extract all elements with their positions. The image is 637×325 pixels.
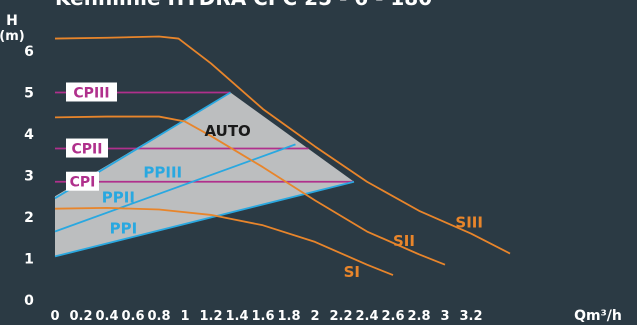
x-tick-label: 0.2 [69,309,92,324]
x-tick-label: 1.2 [199,309,222,324]
x-tick-label: 2.6 [381,309,404,324]
x-axis-label: Qm³/h [574,308,622,324]
speed-curve-label-siii: SIII [455,213,483,231]
proportional-pressure-label-ppiii: PPIII [143,164,182,182]
speed-curve-sii [54,115,446,266]
x-tick-label: 2.8 [407,309,430,324]
auto-region-label: AUTO [205,122,251,140]
speed-curve-siii [54,35,511,255]
y-axis-label: H [6,13,18,29]
constant-pressure-label-cpiii: CPIII [73,86,109,102]
speed-curve-si [54,206,394,276]
x-tick-label: 2 [310,309,319,324]
x-tick-label: 1.8 [277,309,300,324]
y-tick-label: 4 [24,127,34,143]
y-tick-label: 5 [24,86,34,102]
constant-pressure-label-box-cpiii [66,82,117,102]
x-tick-label: 1.6 [251,309,274,324]
x-tick-label: 1.4 [225,309,248,324]
x-tick-label: 0.6 [121,309,144,324]
x-tick-label: 2.2 [329,309,352,324]
proportional-pressure-label-ppi: PPI [110,220,138,238]
y-tick-label: 6 [24,44,34,60]
auto-region [55,92,354,257]
constant-pressure-label-cpi: CPI [70,175,96,191]
x-tick-label: 1 [180,309,189,324]
proportional-pressure-line-ppii [54,143,296,233]
constant-pressure-label-cpii: CPII [72,142,103,158]
speed-curve-label-sii: SII [393,232,415,250]
y-axis-unit: (m) [0,29,25,44]
y-tick-label: 2 [24,210,34,226]
x-tick-label: 3 [440,309,449,324]
x-tick-label: 0.8 [147,309,170,324]
y-tick-label: 0 [24,293,34,309]
x-tick-label: 2.4 [355,309,378,324]
x-tick-label: 3.2 [459,309,482,324]
proportional-pressure-label-ppii: PPII [102,188,135,206]
y-tick-label: 1 [24,252,34,268]
x-tick-label: 0 [50,309,59,324]
y-tick-label: 3 [24,169,34,185]
chart-title: Kennlinie HYDRA CPC 25 - 6 - 180 [55,0,432,10]
constant-pressure-label-box-cpii [66,138,108,158]
constant-pressure-label-box-cpi [66,171,99,191]
x-tick-label: 0.4 [95,309,118,324]
speed-curve-label-si: SI [344,263,360,281]
